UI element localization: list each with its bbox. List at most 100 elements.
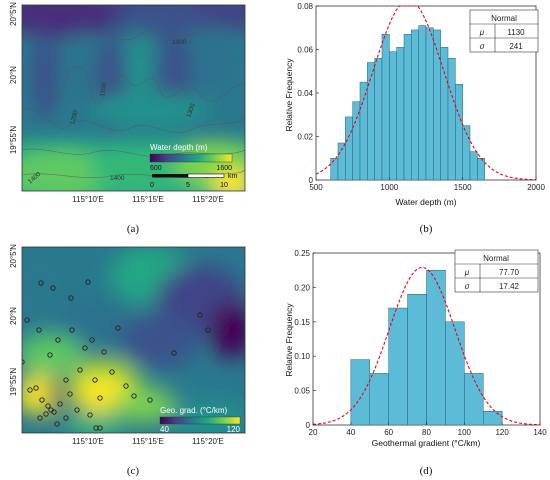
panel-label-b: (b): [420, 223, 433, 235]
panel-d-histogram: Relative Frequency Geothermal gradient (…: [284, 249, 547, 477]
y-tick-label: 0.02: [297, 133, 313, 142]
x-tick-label: 500: [309, 183, 323, 192]
histogram-bar: [345, 116, 353, 181]
histogram-bar: [374, 57, 383, 181]
x-tick-label: 80: [422, 428, 431, 437]
y-tick-label: 0.25: [294, 249, 310, 258]
map-a-frame: [21, 4, 246, 192]
x-tick-label: 2000: [527, 183, 545, 192]
legend-title: Water depth (m): [150, 143, 208, 152]
stats-header: Normal: [483, 254, 509, 263]
x-tick-label: 115°15′E: [132, 195, 164, 204]
panel-label-d: (d): [420, 465, 433, 477]
stats-symbol: σ: [480, 42, 486, 51]
histogram-bar: [367, 62, 375, 181]
histogram-bar: [396, 47, 405, 181]
panel-label-a: (a): [127, 223, 140, 235]
histogram-bar: [469, 151, 478, 181]
x-tick-label: 100: [458, 428, 472, 437]
x-tick-label: 115°20′E: [192, 195, 224, 204]
stats-symbol: σ: [465, 282, 471, 291]
histogram-bar: [407, 294, 427, 426]
stats-value: 17.42: [499, 282, 520, 291]
histogram-bar: [411, 29, 419, 181]
y-tick-label: 19°55′N: [9, 368, 18, 396]
x-tick-label: 1500: [454, 183, 472, 192]
legend-min: 600: [150, 165, 162, 172]
histogram-bar: [440, 47, 449, 181]
stats-table-b: Normal μ 1130 σ 241: [469, 9, 539, 53]
colorbar: [159, 416, 241, 425]
x-tick-label: 115°20′E: [192, 437, 224, 446]
y-tick-label: 0.04: [297, 89, 313, 98]
contour-label: 1400: [110, 175, 125, 182]
scalebar-label: 10: [220, 182, 228, 189]
histogram-bar: [418, 25, 427, 181]
panel-b-histogram: Relative Frequency Water depth (m) 500 10…: [284, 2, 545, 235]
y-axis-label: Relative Frequency: [284, 303, 294, 377]
stats-header: Normal: [491, 14, 517, 23]
panel-label-c: (c): [127, 465, 140, 477]
x-tick-label: 20: [309, 428, 318, 437]
y-tick-label: 20°N: [9, 307, 18, 325]
panel-a-map: 1000 1100 1200 1300 1400 1400 1400 Water…: [9, 2, 246, 235]
map-a-legend: Water depth (m) 600 1600 km 0 5 10: [149, 143, 238, 189]
normal-fit-curve: [312, 266, 541, 426]
panel-c-map: Geo. grad. (°C/km) 40 120 20°5′N 20°N 19…: [9, 244, 246, 477]
histogram-b: 500 1000 1500 2000 0 0.02 0.04 0.06 0.08: [297, 2, 545, 192]
contour-label: 1200: [69, 109, 80, 125]
y-tick-label: 0.08: [297, 2, 313, 11]
y-tick-label: 0.06: [297, 46, 313, 55]
histogram-bar: [381, 34, 390, 181]
y-tick-label: 20°5′N: [9, 244, 18, 268]
legend-min: 40: [160, 425, 169, 434]
histogram-bar: [359, 81, 368, 181]
contour-label: 1100: [99, 82, 108, 97]
histogram-bar: [389, 51, 397, 181]
histogram-bar: [483, 410, 503, 426]
y-axis-label: Relative Frequency: [284, 58, 294, 132]
histogram-bar: [350, 359, 371, 426]
histogram-bar: [447, 57, 456, 181]
x-tick-label: 1000: [380, 183, 398, 192]
histogram-bar: [445, 321, 465, 426]
y-tick-label: 19°55′N: [9, 126, 18, 154]
stats-value: 241: [509, 42, 523, 51]
histogram-bar: [426, 269, 446, 426]
x-tick-label: 115°15′E: [132, 437, 164, 446]
y-tick-label: 0.10: [294, 352, 310, 361]
y-tick-label: 20°5′N: [9, 2, 18, 26]
histogram-bar: [433, 29, 441, 181]
x-axis-label: Water depth (m): [395, 197, 456, 207]
histogram-bar: [464, 373, 484, 426]
y-tick-label: 20°N: [9, 66, 18, 84]
histogram-bar: [403, 34, 412, 181]
histogram-bar: [330, 158, 339, 181]
scalebar: [152, 174, 188, 178]
x-tick-label: 40: [346, 428, 355, 437]
normal-fit-curve: [315, 5, 537, 181]
histogram-bar: [369, 373, 389, 426]
x-tick-label: 115°10′E: [72, 195, 104, 204]
map-c-frame: [21, 246, 246, 434]
x-tick-label: 140: [533, 428, 547, 437]
legend-title: Geo. grad. (°C/km): [160, 406, 228, 415]
stats-value: 1130: [507, 28, 525, 37]
legend-max: 120: [227, 425, 241, 434]
stats-symbol: μ: [464, 268, 470, 277]
y-tick-label: 0: [306, 421, 311, 430]
y-tick-label: 0: [309, 176, 314, 185]
x-tick-label: 115°10′E: [72, 437, 104, 446]
histogram-bar: [337, 142, 346, 181]
x-tick-label: 120: [495, 428, 509, 437]
legend-max: 1600: [216, 165, 232, 172]
scalebar-label: 5: [186, 182, 190, 189]
y-tick-label: 0.15: [294, 318, 310, 327]
stats-symbol: μ: [479, 28, 485, 37]
x-tick-label: 60: [384, 428, 393, 437]
x-axis-label: Geothermal gradient (°C/km): [372, 438, 481, 448]
y-tick-label: 0.05: [294, 387, 310, 396]
borehole-markers: [22, 279, 211, 431]
histogram-bar: [455, 84, 463, 181]
